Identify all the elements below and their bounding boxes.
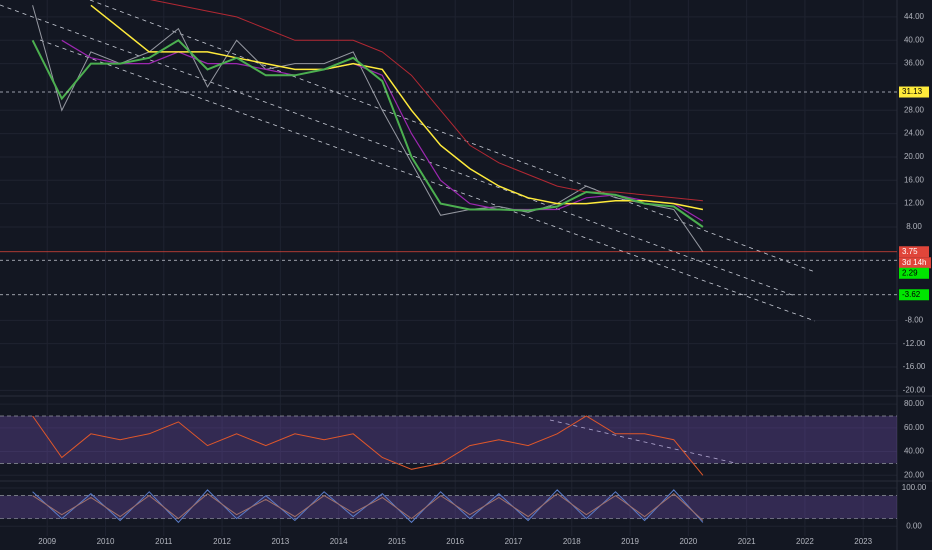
y-tick-label: 20.00	[904, 470, 925, 479]
y-tick-label: -8.00	[905, 315, 924, 324]
y-tick-label: 8.00	[906, 222, 922, 231]
y-tick-label: 24.00	[904, 129, 925, 138]
series-line	[31, 39, 704, 228]
x-tick-label: 2015	[388, 537, 406, 546]
y-tick-label: -12.00	[903, 339, 926, 348]
x-tick-label: 2023	[854, 537, 872, 546]
series-line	[90, 4, 704, 211]
y-tick-label: 0.00	[906, 521, 922, 530]
y-tick-label: 28.00	[904, 105, 925, 114]
y-tick-label: 16.00	[904, 175, 925, 184]
x-tick-label: 2021	[738, 537, 756, 546]
trend-line	[39, 39, 816, 322]
x-tick-label: 2010	[97, 537, 115, 546]
x-tick-label: 2012	[213, 537, 231, 546]
price-label: 31.13	[902, 87, 923, 96]
level-band	[0, 415, 897, 464]
price-label: -3.62	[902, 290, 921, 299]
y-tick-label: 40.00	[904, 447, 925, 456]
price-label-box	[899, 86, 929, 98]
countdown-box	[899, 257, 931, 269]
x-tick-label: 2018	[563, 537, 581, 546]
trend-lines	[0, 0, 816, 464]
x-tick-label: 2013	[271, 537, 289, 546]
y-tick-label: 60.00	[904, 423, 925, 432]
series-line	[32, 493, 704, 521]
x-tick-label: 2020	[679, 537, 697, 546]
x-tick-label: 2017	[505, 537, 523, 546]
x-tick-label: 2014	[330, 537, 348, 546]
y-tick-label: 80.00	[904, 399, 925, 408]
trend-line	[89, 0, 816, 273]
price-label: 2.29	[902, 268, 918, 277]
series-line	[32, 415, 704, 476]
x-tick-label: 2009	[38, 537, 56, 546]
y-tick-label: 12.00	[904, 199, 925, 208]
trend-line	[0, 4, 796, 297]
price-label: 3.75	[902, 247, 918, 256]
level-band	[0, 495, 897, 519]
y-tick-label: 20.00	[904, 152, 925, 161]
y-tick-label: -20.00	[903, 385, 926, 394]
series-line	[149, 0, 703, 202]
y-tick-label: 100.00	[902, 483, 927, 492]
countdown: 3d 14h	[902, 258, 926, 267]
price-label-box	[899, 246, 929, 258]
y-tick-label: -16.00	[903, 362, 926, 371]
price-label-box	[899, 267, 929, 279]
series-line	[61, 39, 704, 222]
x-tick-label: 2022	[796, 537, 814, 546]
y-tick-label: 40.00	[904, 35, 925, 44]
x-tick-label: 2019	[621, 537, 639, 546]
x-tick-label: 2011	[155, 537, 173, 546]
y-tick-label: 44.00	[904, 12, 925, 21]
series-line	[32, 5, 704, 253]
x-tick-label: 2016	[446, 537, 464, 546]
y-tick-label: 36.00	[904, 59, 925, 68]
price-label-box	[899, 289, 929, 301]
